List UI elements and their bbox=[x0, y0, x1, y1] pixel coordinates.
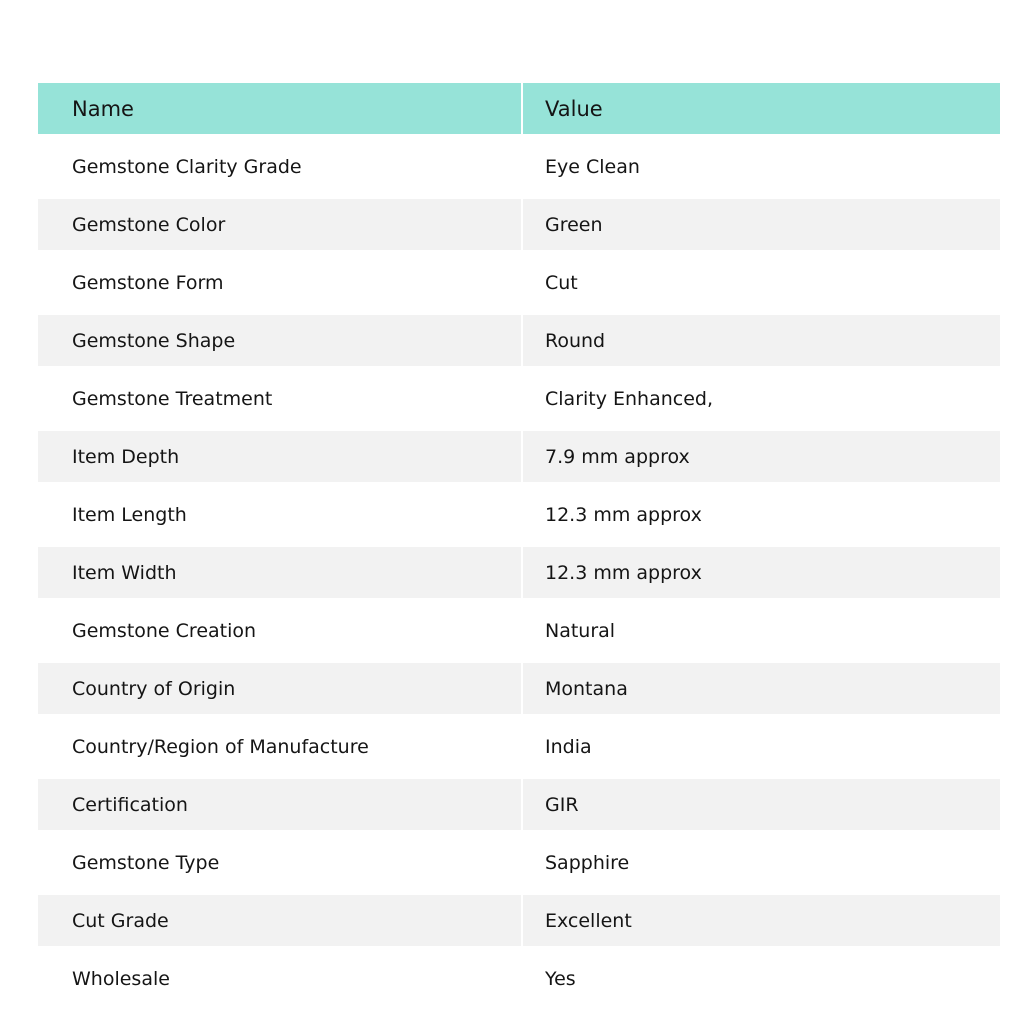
row-name: Country of Origin bbox=[38, 663, 523, 714]
table-row: Country of Origin Montana bbox=[38, 663, 1000, 714]
row-name: Item Width bbox=[38, 547, 523, 598]
row-name: Wholesale bbox=[38, 946, 523, 1011]
row-value: Cut bbox=[545, 271, 578, 294]
specifications-table: Name Value Gemstone Clarity Grade Eye Cle… bbox=[38, 83, 1000, 1011]
row-name: Gemstone Clarity Grade bbox=[38, 134, 523, 199]
row-name: Item Length bbox=[38, 482, 523, 547]
row-name: Gemstone Treatment bbox=[38, 366, 523, 431]
row-name: Gemstone Form bbox=[38, 250, 523, 315]
table-row: Item Depth 7.9 mm approx bbox=[38, 431, 1000, 482]
row-value: Excellent bbox=[545, 909, 632, 932]
row-name: Item Depth bbox=[38, 431, 523, 482]
row-value: Sapphire bbox=[545, 851, 630, 874]
row-value: Green bbox=[545, 213, 603, 236]
table-row: Gemstone Color Green bbox=[38, 199, 1000, 250]
row-value: Yes bbox=[545, 967, 576, 990]
table-row: Gemstone Type Sapphire bbox=[38, 830, 1000, 895]
row-value: 7.9 mm approx bbox=[545, 445, 690, 468]
row-value: 12.3 mm approx bbox=[545, 561, 702, 584]
row-name: Gemstone Type bbox=[38, 830, 523, 895]
row-name: Cut Grade bbox=[38, 895, 523, 946]
table-row: Gemstone Shape Round bbox=[38, 315, 1000, 366]
table-row: Wholesale Yes bbox=[38, 946, 1000, 1011]
table-row: Gemstone Form Cut bbox=[38, 250, 1000, 315]
header-value: Value bbox=[545, 96, 603, 121]
row-name: Gemstone Color bbox=[38, 199, 523, 250]
row-value: Natural bbox=[545, 619, 616, 642]
row-name: Gemstone Creation bbox=[38, 598, 523, 663]
table-body: Gemstone Clarity Grade Eye Clean Gemstone … bbox=[38, 134, 1000, 1011]
table-row: Item Length 12.3 mm approx bbox=[38, 482, 1000, 547]
table-header: Name Value bbox=[38, 83, 1000, 134]
row-name: Country/Region of Manufacture bbox=[38, 714, 523, 779]
row-value: Montana bbox=[545, 677, 628, 700]
row-value: Round bbox=[545, 329, 606, 352]
row-name: Gemstone Shape bbox=[38, 315, 523, 366]
table-row: Certification GIR bbox=[38, 779, 1000, 830]
table-row: Gemstone Creation Natural bbox=[38, 598, 1000, 663]
table-row: Item Width 12.3 mm approx bbox=[38, 547, 1000, 598]
row-value: India bbox=[545, 735, 592, 758]
table-row: Cut Grade Excellent bbox=[38, 895, 1000, 946]
row-value: Eye Clean bbox=[545, 155, 640, 178]
row-name: Certification bbox=[38, 779, 523, 830]
table-row: Gemstone Treatment Clarity Enhanced, bbox=[38, 366, 1000, 431]
header-name: Name bbox=[38, 83, 523, 134]
table-row: Country/Region of Manufacture India bbox=[38, 714, 1000, 779]
row-value: Clarity Enhanced, bbox=[545, 387, 714, 410]
row-value: GIR bbox=[545, 793, 579, 816]
row-value: 12.3 mm approx bbox=[545, 503, 702, 526]
table-row: Gemstone Clarity Grade Eye Clean bbox=[38, 134, 1000, 199]
